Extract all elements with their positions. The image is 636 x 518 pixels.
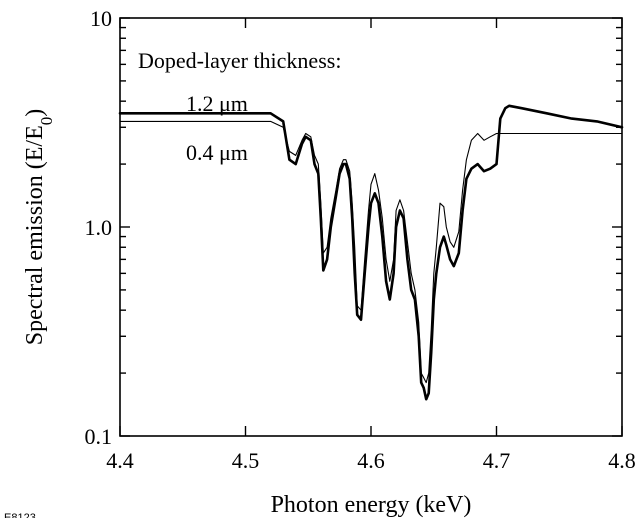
series-line-thick-1-2um bbox=[118, 104, 624, 401]
y-axis-title-main: Spectral emission (E/E bbox=[22, 125, 48, 345]
y-tick-label: 10 bbox=[90, 6, 112, 31]
y-axis-title-close: ) bbox=[22, 109, 48, 117]
legend-title: Doped-layer thickness: bbox=[138, 48, 341, 73]
x-tick-label: 4.7 bbox=[483, 448, 511, 473]
y-tick-label: 1.0 bbox=[85, 215, 113, 240]
legend-label-0-4um: 0.4 μm bbox=[186, 140, 248, 165]
x-tick-label: 4.4 bbox=[106, 448, 134, 473]
axis-ticks bbox=[119, 17, 623, 437]
axis-tick-labels: 4.4 4.5 4.6 4.7 4.8 0.1 1.0 10 bbox=[85, 6, 636, 473]
figure-id: E8123 bbox=[4, 512, 36, 518]
plot-frame bbox=[119, 17, 623, 437]
series-line-thin-0-4um bbox=[119, 120, 623, 384]
x-tick-label: 4.8 bbox=[608, 448, 636, 473]
y-axis-title: Spectral emission (E/E0) bbox=[22, 109, 56, 345]
x-tick-label: 4.6 bbox=[357, 448, 385, 473]
x-axis-title: Photon energy (keV) bbox=[271, 492, 472, 518]
y-tick-label: 0.1 bbox=[85, 424, 113, 449]
legend-label-1-2um: 1.2 μm bbox=[186, 91, 248, 116]
x-tick-label: 4.5 bbox=[232, 448, 260, 473]
y-axis-title-subscript: 0 bbox=[37, 117, 56, 126]
plot-series-group bbox=[118, 104, 624, 401]
